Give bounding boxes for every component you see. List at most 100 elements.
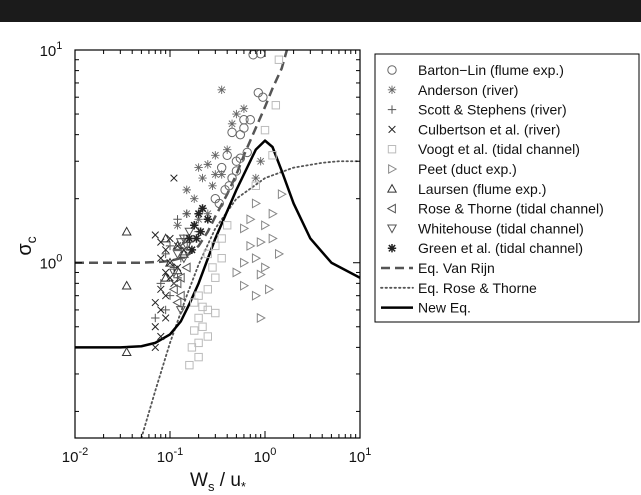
legend-label: Voogt et al. (tidal channel) xyxy=(418,141,580,157)
data-point-cross xyxy=(157,254,165,262)
data-point-cross xyxy=(161,246,170,254)
legend-label: Green et al. (tidal channel) xyxy=(418,240,583,256)
data-point-asterisk xyxy=(190,194,199,203)
data-point-asterisk xyxy=(256,157,265,166)
data-point-square xyxy=(194,338,203,348)
legend-box xyxy=(374,53,640,323)
data-point-square xyxy=(198,302,207,312)
y-tick-label-exp: 0 xyxy=(56,253,62,265)
data-point-triangle-up xyxy=(121,226,132,236)
legend-label: Whitehouse (tidal channel) xyxy=(418,220,584,236)
data-point-triangle-down xyxy=(175,306,186,316)
legend-entry: Eq. Van Rijn xyxy=(381,260,495,276)
data-point-triangle-left xyxy=(172,297,182,308)
data-point-circle xyxy=(224,181,234,191)
data-point-square xyxy=(217,254,226,263)
data-point-circle xyxy=(214,198,224,209)
data-point-asterisk xyxy=(194,215,203,224)
data-point-square xyxy=(208,263,217,272)
legend-entry: Anderson (river) xyxy=(387,82,518,98)
data-point-asterisk xyxy=(203,209,213,218)
x-tick-label-exp: 0 xyxy=(270,446,276,458)
data-point-triangle-up xyxy=(172,265,183,275)
series-square xyxy=(185,55,284,370)
x-tick-label-base: 10 xyxy=(254,449,271,466)
data-point-cross xyxy=(166,259,174,267)
legend-symbol-circle xyxy=(387,65,397,75)
data-point-square xyxy=(217,234,226,243)
x-tick-label: 10-2 xyxy=(62,446,88,466)
data-point-asterisk xyxy=(251,173,260,183)
x-tick-label-base: 10 xyxy=(349,449,366,466)
data-point-asterisk xyxy=(211,170,220,179)
data-point-cross xyxy=(170,174,178,182)
data-point-triangle-right xyxy=(240,257,250,268)
data-point-circle xyxy=(235,129,246,140)
data-point-asterisk xyxy=(217,170,226,179)
data-point-triangle-up xyxy=(160,233,171,243)
data-point-square xyxy=(198,322,207,331)
data-point-square xyxy=(274,55,284,64)
data-point-triangle-right xyxy=(277,189,287,200)
data-point-triangle-right xyxy=(261,262,271,273)
data-point-triangle-right xyxy=(251,198,262,209)
line-new-eq xyxy=(75,139,360,349)
legend-symbol-triangle-right xyxy=(388,163,398,175)
data-point-cross xyxy=(161,291,170,300)
data-point-cross xyxy=(161,314,170,322)
data-point-plus xyxy=(151,313,160,323)
legend: Barton−Lin (flume exp.) Anderson (river) S… xyxy=(374,53,640,323)
y-axis-label-sub: c xyxy=(23,236,39,243)
legend-symbol-triangle-up xyxy=(386,183,398,193)
legend-symbol-triangle-down xyxy=(386,224,398,234)
data-point-cross xyxy=(157,306,165,314)
data-point-square xyxy=(211,308,220,318)
legend-label: New Eq. xyxy=(418,300,471,316)
data-point-square xyxy=(194,352,203,362)
legend-label: Anderson (river) xyxy=(418,82,518,98)
legend-entry: Peet (duct exp.) xyxy=(388,161,517,177)
legend-label: Eq. Rose & Thorne xyxy=(418,280,537,296)
data-point-triangle-right xyxy=(268,208,278,219)
data-point-asterisk-bold xyxy=(194,209,203,218)
legend-entry: Eq. Rose & Thorne xyxy=(380,280,537,296)
legend-entry: Voogt et al. (tidal channel) xyxy=(387,141,580,157)
y-tick-label-base: 10 xyxy=(40,43,57,60)
x-tick-label-exp: -2 xyxy=(78,446,88,458)
data-point-asterisk-bold xyxy=(198,204,207,213)
x-tick-label-base: 10 xyxy=(157,449,174,466)
data-point-plus xyxy=(173,215,182,224)
data-point-triangle-right xyxy=(261,220,271,231)
legend-entry: Culbertson et al. (river) xyxy=(388,121,560,137)
data-point-circle xyxy=(242,147,252,158)
plot-frame xyxy=(74,49,361,439)
data-point-square xyxy=(222,221,232,230)
data-point-square xyxy=(271,101,281,110)
data-point-triangle-right xyxy=(265,284,275,295)
legend-label: Scott & Stephens (river) xyxy=(418,102,567,118)
legend-symbol-plus xyxy=(387,105,397,114)
y-tick-label-base: 10 xyxy=(40,256,57,273)
data-point-asterisk xyxy=(194,163,203,172)
data-point-triangle-left xyxy=(181,262,191,273)
data-point-circle xyxy=(258,92,268,102)
data-point-square xyxy=(194,313,203,323)
data-point-square xyxy=(251,181,260,190)
data-point-triangle-right xyxy=(275,248,285,259)
legend-entry: Laursen (flume exp.) xyxy=(386,181,546,197)
data-point-square xyxy=(185,360,194,370)
y-axis-label: σc xyxy=(14,236,39,255)
data-point-triangle-right xyxy=(251,253,262,264)
x-axis-label: Ws / u* xyxy=(190,470,246,494)
x-axis-label-mid: / u xyxy=(214,470,240,491)
data-point-triangle-up xyxy=(178,248,189,258)
data-point-plus xyxy=(161,305,170,315)
data-point-asterisk-bold xyxy=(203,215,213,224)
y-tick-label-exp: 1 xyxy=(56,40,62,52)
y-tick-label: 100 xyxy=(40,253,63,273)
x-axis-label-sub2: * xyxy=(241,479,246,494)
data-point-square xyxy=(268,151,277,160)
data-point-cross xyxy=(166,274,174,282)
data-point-cross xyxy=(151,298,159,307)
data-point-cross xyxy=(151,323,159,331)
